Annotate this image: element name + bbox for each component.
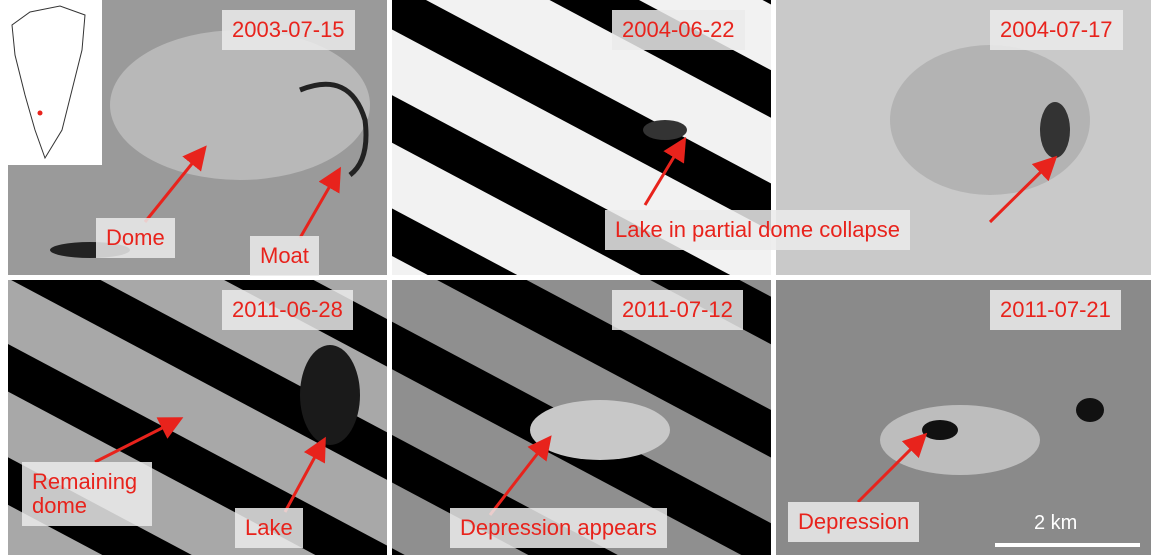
date-label: 2011-07-21	[990, 290, 1121, 330]
annotation: Moat	[250, 236, 319, 276]
inset-map	[0, 0, 102, 165]
image-grid	[0, 0, 1151, 555]
date-label: 2003-07-15	[222, 10, 355, 50]
figure: 2003-07-15 2004-06-22 2004-07-17 2011-06…	[0, 0, 1151, 555]
annotation: Lake	[235, 508, 303, 548]
annotation: Dome	[96, 218, 175, 258]
date-label: 2004-06-22	[612, 10, 745, 50]
annotation: Depression	[788, 502, 919, 542]
annotation: Lake in partial dome collapse	[605, 210, 910, 250]
date-label: 2011-07-12	[612, 290, 743, 330]
date-label: 2004-07-17	[990, 10, 1123, 50]
scale-label: 2 km	[1034, 512, 1077, 535]
date-label: 2011-06-28	[222, 290, 353, 330]
annotation: Remaining dome	[22, 462, 152, 526]
annotation: Depression appears	[450, 508, 667, 548]
